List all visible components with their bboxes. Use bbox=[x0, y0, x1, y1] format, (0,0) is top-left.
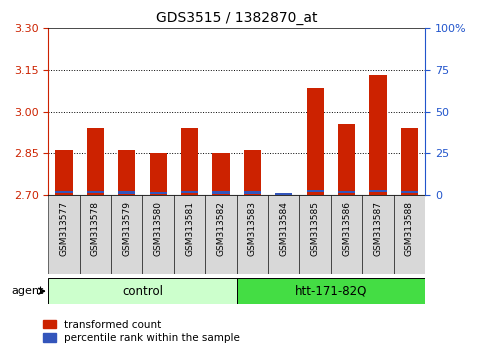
Bar bbox=[244, 192, 261, 194]
Bar bbox=[369, 190, 386, 192]
Bar bbox=[394, 195, 425, 274]
Text: GSM313587: GSM313587 bbox=[373, 201, 383, 256]
Bar bbox=[48, 278, 237, 304]
Bar bbox=[338, 191, 355, 193]
Bar bbox=[299, 195, 331, 274]
Text: GSM313579: GSM313579 bbox=[122, 201, 131, 256]
Bar bbox=[118, 149, 135, 195]
Text: GSM313577: GSM313577 bbox=[59, 201, 69, 256]
Text: GSM313582: GSM313582 bbox=[216, 201, 226, 256]
Bar bbox=[307, 190, 324, 192]
Legend: transformed count, percentile rank within the sample: transformed count, percentile rank withi… bbox=[39, 315, 244, 347]
Bar bbox=[150, 192, 167, 194]
Bar bbox=[401, 191, 418, 193]
Text: htt-171-82Q: htt-171-82Q bbox=[295, 285, 367, 298]
Bar bbox=[401, 128, 418, 195]
Text: GSM313578: GSM313578 bbox=[91, 201, 100, 256]
Text: GSM313580: GSM313580 bbox=[154, 201, 163, 256]
Text: GSM313585: GSM313585 bbox=[311, 201, 320, 256]
Text: GDS3515 / 1382870_at: GDS3515 / 1382870_at bbox=[156, 11, 317, 25]
Text: agent: agent bbox=[11, 286, 43, 296]
Bar bbox=[174, 195, 205, 274]
Bar bbox=[118, 192, 135, 194]
Bar bbox=[111, 195, 142, 274]
Bar bbox=[181, 191, 198, 193]
Bar bbox=[205, 195, 237, 274]
Bar bbox=[48, 195, 80, 274]
Bar bbox=[213, 192, 229, 194]
Text: GSM313586: GSM313586 bbox=[342, 201, 351, 256]
Bar bbox=[237, 195, 268, 274]
Bar bbox=[181, 128, 198, 195]
Bar bbox=[142, 195, 174, 274]
Bar bbox=[150, 153, 167, 195]
Bar bbox=[362, 195, 394, 274]
Text: GSM313584: GSM313584 bbox=[279, 201, 288, 256]
Bar bbox=[80, 195, 111, 274]
Bar bbox=[87, 128, 104, 195]
Bar bbox=[237, 278, 425, 304]
Bar bbox=[331, 195, 362, 274]
Bar bbox=[87, 191, 104, 193]
Bar bbox=[338, 124, 355, 195]
Bar bbox=[56, 149, 72, 195]
Bar bbox=[56, 191, 72, 193]
Bar bbox=[369, 75, 386, 195]
Bar bbox=[307, 88, 324, 195]
Text: GSM313588: GSM313588 bbox=[405, 201, 414, 256]
Text: GSM313583: GSM313583 bbox=[248, 201, 257, 256]
Text: control: control bbox=[122, 285, 163, 298]
Bar bbox=[244, 149, 261, 195]
Bar bbox=[275, 193, 292, 195]
Bar bbox=[213, 153, 229, 195]
Text: GSM313581: GSM313581 bbox=[185, 201, 194, 256]
Bar bbox=[268, 195, 299, 274]
